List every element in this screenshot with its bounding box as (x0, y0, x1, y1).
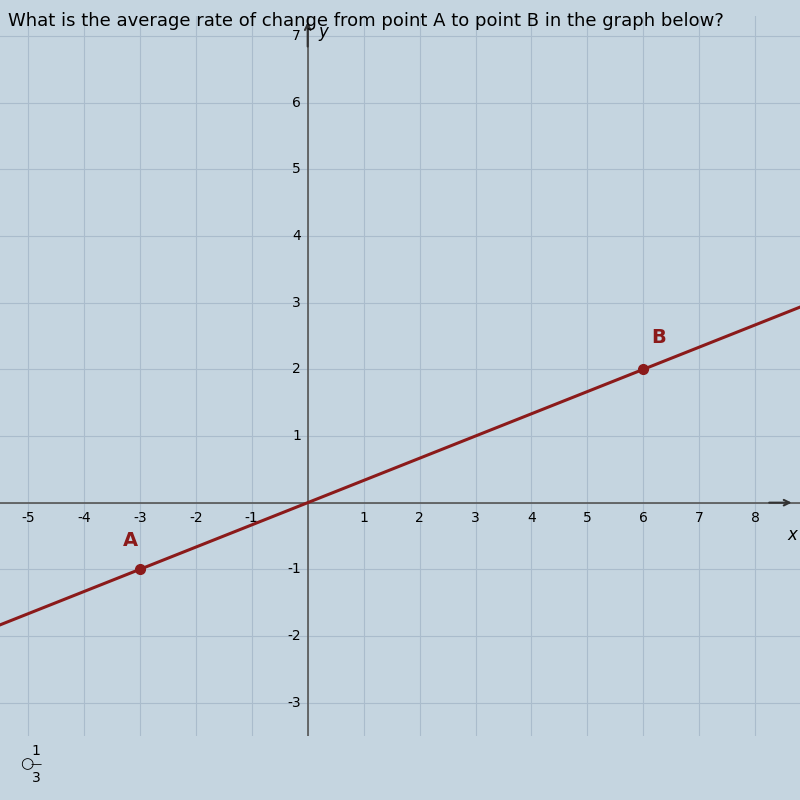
Text: A: A (123, 531, 138, 550)
Text: 7: 7 (292, 29, 301, 43)
Text: y: y (319, 22, 329, 41)
Text: -3: -3 (287, 696, 301, 710)
Text: 3: 3 (32, 771, 40, 786)
Text: ○: ○ (20, 757, 34, 771)
Text: 5: 5 (292, 162, 301, 176)
Text: 3: 3 (471, 510, 480, 525)
Text: B: B (652, 328, 666, 346)
Text: 1: 1 (292, 429, 301, 443)
Text: 7: 7 (695, 510, 704, 525)
Text: 6: 6 (292, 96, 301, 110)
Text: 1: 1 (31, 744, 41, 758)
Text: -1: -1 (245, 510, 258, 525)
Text: -4: -4 (77, 510, 90, 525)
Text: -3: -3 (133, 510, 146, 525)
Text: 4: 4 (292, 229, 301, 243)
Text: 3: 3 (292, 296, 301, 310)
Text: 8: 8 (751, 510, 760, 525)
Text: x: x (787, 526, 798, 544)
Text: 5: 5 (583, 510, 592, 525)
Text: -2: -2 (189, 510, 202, 525)
Text: 2: 2 (292, 362, 301, 376)
Text: -5: -5 (21, 510, 34, 525)
Text: 2: 2 (415, 510, 424, 525)
Text: —: — (30, 759, 42, 769)
Text: What is the average rate of change from point A to point B in the graph below?: What is the average rate of change from … (8, 12, 724, 30)
Text: 6: 6 (639, 510, 648, 525)
Text: 4: 4 (527, 510, 536, 525)
Text: -2: -2 (287, 629, 301, 643)
Text: -1: -1 (287, 562, 301, 576)
Text: 1: 1 (359, 510, 368, 525)
